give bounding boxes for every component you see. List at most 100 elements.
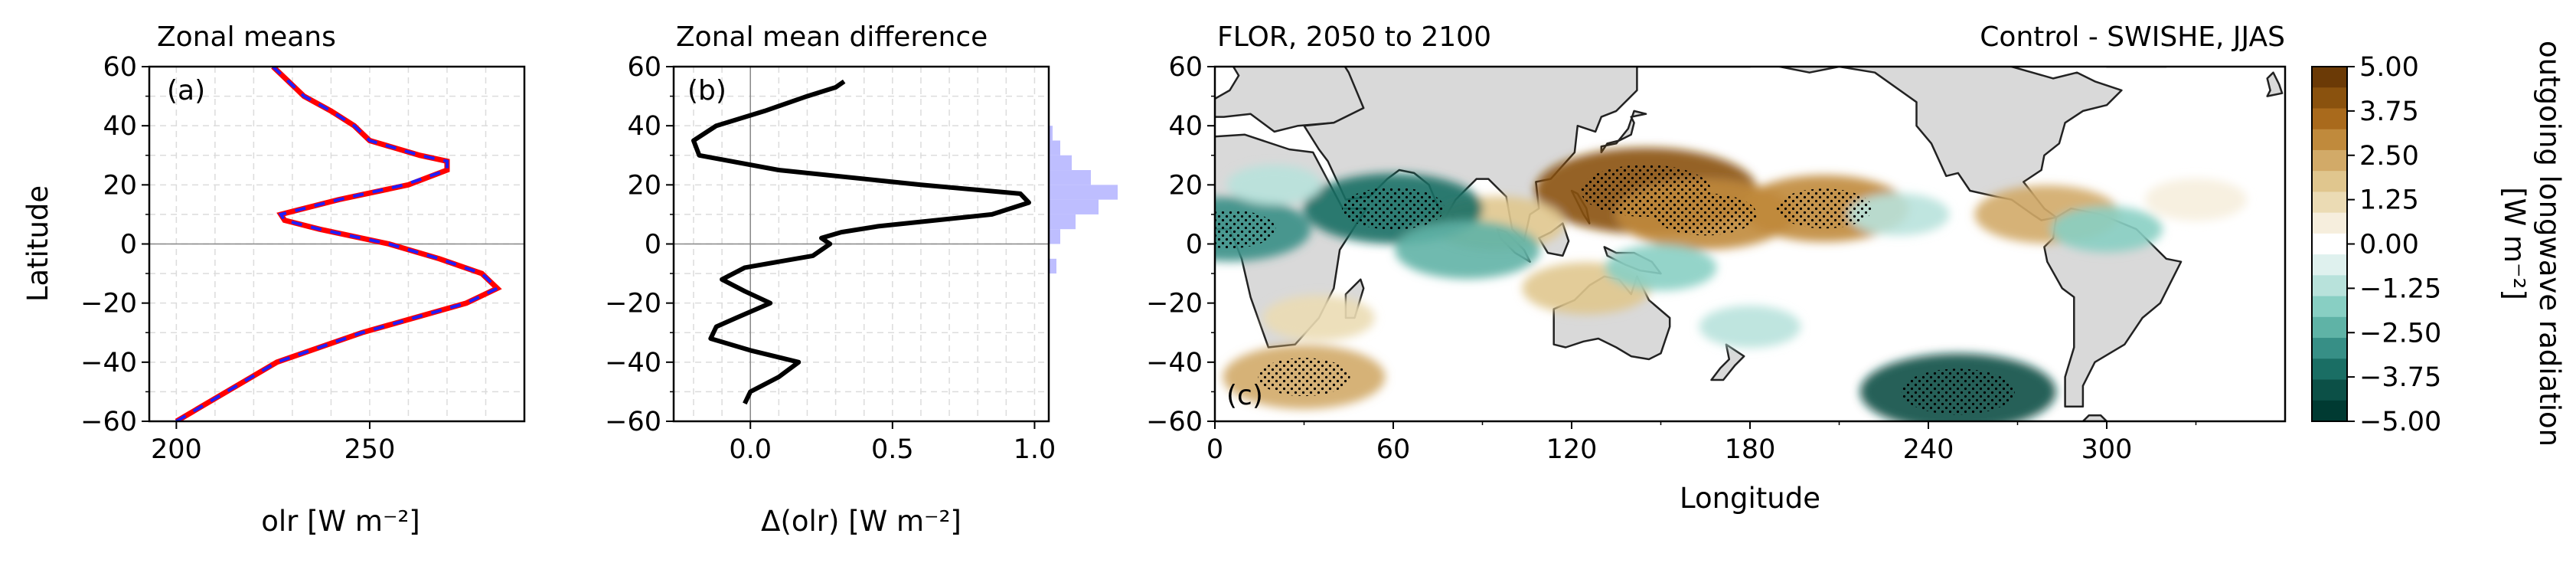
xtick-label: 1.0: [1014, 434, 1056, 465]
ytick-label: −60: [605, 407, 661, 437]
colorbar-tick-label: 1.25: [2359, 185, 2419, 216]
panel-c-subtitle: Control - SWISHE, JJAS: [1980, 21, 2285, 53]
colorbar-tick-label: 0.00: [2359, 230, 2419, 260]
colorbar-block: [2312, 233, 2347, 255]
panel-c-title: FLOR, 2050 to 2100: [1217, 21, 1491, 53]
panel-a-label: (a): [167, 75, 205, 106]
panel-a-ylabel: Latitude: [21, 185, 54, 302]
stipple-region: [1776, 188, 1872, 229]
colorbar-block: [2312, 400, 2347, 422]
histogram-bar: [1049, 170, 1091, 185]
colorbar-block: [2312, 108, 2347, 130]
land-uk: [2266, 71, 2284, 97]
ytick-label: 0: [1186, 230, 1203, 260]
panel-b-label: (b): [687, 75, 726, 106]
ytick-label: 0: [645, 230, 661, 260]
negative-anomaly: [1226, 165, 1322, 205]
positive-anomaly: [1262, 295, 1375, 341]
olr-anomaly-field: [1215, 147, 2247, 421]
land-japan: [1600, 110, 1647, 154]
colorbar-block: [2312, 191, 2347, 214]
xtick-label: 120: [1546, 434, 1598, 465]
ytick-label: 20: [103, 170, 137, 201]
ytick-label: 60: [627, 52, 661, 83]
colorbar-block: [2312, 338, 2347, 359]
colorbar-tick-label: −1.25: [2359, 273, 2441, 304]
panel-a-grid: [149, 67, 524, 421]
olr-difference-line: [691, 79, 1031, 405]
negative-anomaly: [1605, 244, 1717, 291]
colorbar-block: [2312, 316, 2347, 339]
ytick-label: 20: [627, 170, 661, 201]
ytick-label: −40: [1146, 348, 1203, 378]
negative-anomaly: [2051, 206, 2163, 253]
xtick-label: 240: [1903, 434, 1954, 465]
ytick-label: −20: [1146, 289, 1203, 319]
histogram-bar: [1049, 258, 1056, 274]
land-antarctic-tip: [2081, 414, 2108, 421]
colorbar-ticks: 5.00 3.75 2.50 1.25 0.00 −1.25 −2.50 −3.75 −5.00: [2347, 52, 2441, 437]
colorbar-block: [2312, 275, 2347, 297]
panel-a-title: Zonal means: [157, 21, 336, 53]
histogram-bar: [1049, 126, 1053, 141]
panel-c-xlabel: Longitude: [1680, 482, 1820, 515]
panel-b-grid: [674, 67, 1049, 421]
panel-b-xlabel: Δ(olr) [W m⁻²]: [761, 505, 962, 538]
panel-b-ticks: −60 −40 −20 0 20 40 60 0.0 0.5 1.0: [605, 52, 1056, 465]
panel-b-title: Zonal mean difference: [676, 21, 988, 53]
panel-c-map: FLOR, 2050 to 2100 Control - SWISHE, JJA…: [1146, 21, 2287, 515]
panel-c-ticks: −60 −40 −20 0 20 40 60 0 60 120 180 240 300: [1146, 52, 2197, 465]
colorbar-tick-label: −3.75: [2359, 362, 2441, 393]
ytick-label: 40: [627, 111, 661, 142]
ytick-label: −60: [80, 407, 137, 437]
colorbar-block: [2312, 171, 2347, 193]
colorbar-tick-label: 3.75: [2359, 97, 2419, 127]
negative-anomaly: [1847, 193, 1950, 236]
positive-anomaly: [2145, 178, 2247, 221]
colorbar-label-line2: [W m⁻²]: [2498, 187, 2531, 300]
xtick-label: 300: [2081, 434, 2133, 465]
panel-a-zonal-means: Zonal means −60 −40 −20 0 20 40 60 200 250 (a) L…: [21, 21, 526, 538]
stipple-region: [1342, 187, 1445, 230]
colorbar-block: [2312, 254, 2347, 276]
panel-b-zonal-mean-difference: Zonal mean difference −60 −40 −20 0 20 40 60 0.…: [605, 21, 1118, 538]
histogram-bar: [1049, 155, 1072, 171]
colorbar-block: [2312, 67, 2347, 88]
significance-stippling: [1215, 165, 2015, 415]
colorbar-block: [2312, 212, 2347, 234]
land-newzealand: [1710, 343, 1745, 381]
histogram-bar: [1049, 199, 1099, 214]
panel-a-ticks: −60 −40 −20 0 20 40 60 200 250: [80, 52, 395, 465]
colorbar-label-line1: outgoing longwave radiation: [2533, 41, 2566, 447]
colorbar: 5.00 3.75 2.50 1.25 0.00 −1.25 −2.50 −3.75 −5.00…: [2311, 41, 2566, 447]
xtick-label: 180: [1725, 434, 1776, 465]
panel-a-plot-area: [175, 67, 502, 421]
negative-anomaly: [1395, 221, 1541, 280]
colorbar-block: [2312, 87, 2347, 110]
ytick-label: 0: [120, 230, 137, 260]
colorbar-block: [2312, 296, 2347, 318]
xtick-label: 0: [1206, 434, 1223, 465]
ytick-label: 20: [1168, 170, 1203, 201]
ytick-label: −20: [605, 289, 661, 319]
panel-b-plot-area: [691, 79, 1031, 405]
ytick-label: −60: [1146, 407, 1203, 437]
colorbar-tick-label: 5.00: [2359, 52, 2419, 83]
colorbar-block: [2312, 149, 2347, 172]
stipple-region: [1654, 193, 1757, 236]
colorbar-block: [2312, 129, 2347, 151]
ytick-label: 60: [103, 52, 137, 83]
map-clip: [1215, 67, 2284, 421]
histogram-bar: [1049, 185, 1118, 200]
ytick-label: 60: [1168, 52, 1203, 83]
negative-anomaly: [1699, 305, 1801, 349]
stipple-region: [1258, 358, 1350, 397]
colorbar-blocks: [2312, 67, 2347, 422]
histogram-bar: [1049, 140, 1060, 155]
colorbar-tick-label: 2.50: [2359, 141, 2419, 172]
xtick-label: 60: [1376, 434, 1411, 465]
stipple-region: [1215, 210, 1276, 249]
ytick-label: −40: [605, 348, 661, 378]
colorbar-block: [2312, 379, 2347, 401]
